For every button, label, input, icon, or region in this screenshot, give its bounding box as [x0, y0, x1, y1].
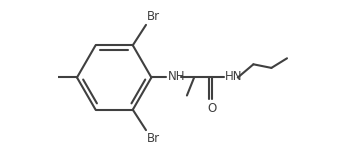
Text: O: O: [208, 102, 217, 115]
Text: Br: Br: [147, 10, 160, 23]
Text: Br: Br: [147, 132, 160, 145]
Text: HN: HN: [225, 70, 243, 83]
Text: NH: NH: [168, 70, 186, 83]
